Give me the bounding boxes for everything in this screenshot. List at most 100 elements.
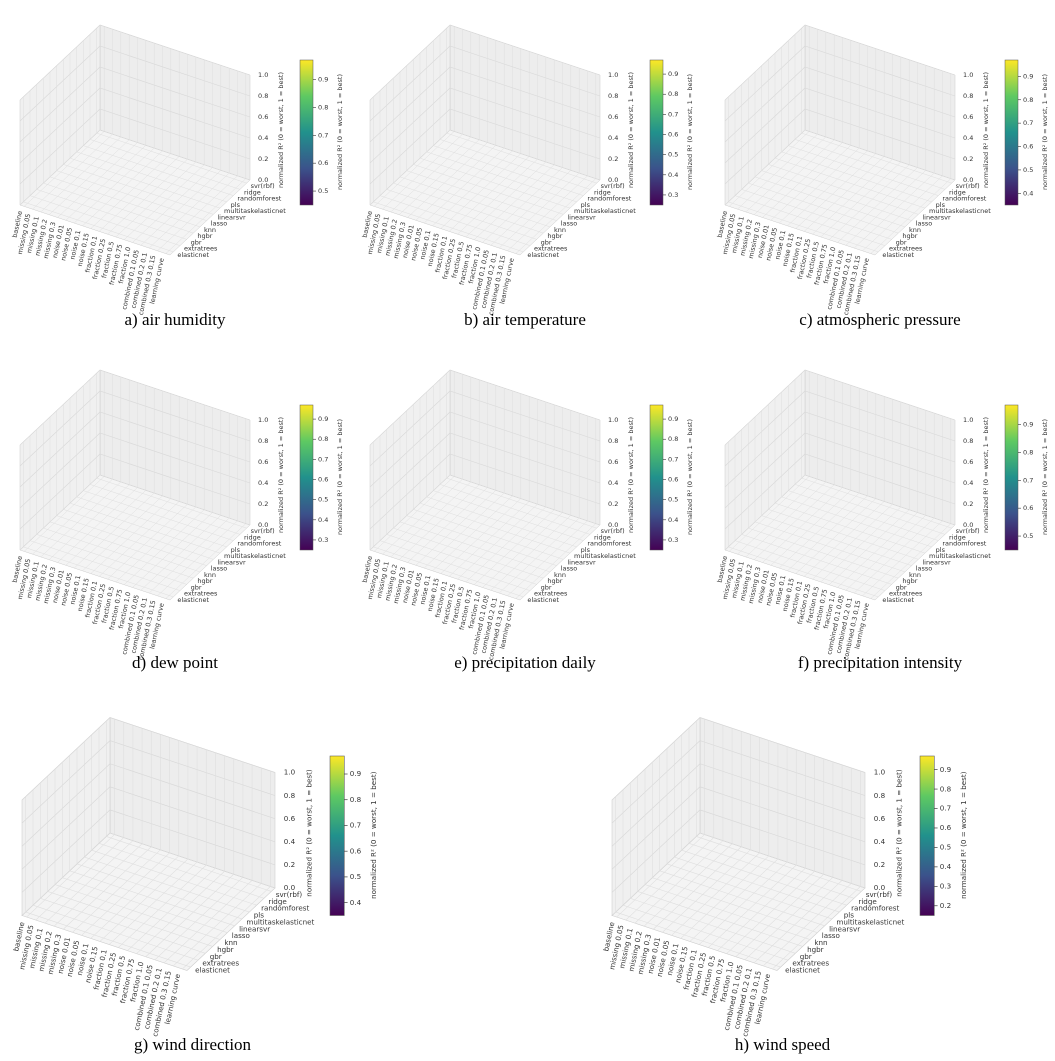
z-tick-label: 0.4 <box>963 134 973 142</box>
colorbar-tick-label: 0.7 <box>668 110 678 118</box>
colorbar-tick-label: 0.4 <box>1023 189 1033 197</box>
colorbar-tick-label: 0.3 <box>940 882 951 891</box>
colorbar-label: normalized R² (0 = worst, 1 = best) <box>369 771 378 899</box>
colorbar-tick-label: 0.5 <box>318 496 328 504</box>
colorbar-label: normalized R² (0 = worst, 1 = best) <box>336 419 344 535</box>
colorbar-tick-label: 0.9 <box>318 76 328 84</box>
z-tick-label: 0.8 <box>963 92 973 100</box>
z-axis-label: normalized R² (0 = worst, 1 = best) <box>627 417 635 533</box>
z-tick-label: 0.6 <box>963 458 973 466</box>
colorbar-tick-label: 0.9 <box>940 765 952 774</box>
z-tick-label: 0.8 <box>608 92 618 100</box>
panel: 0.00.20.40.60.81.0baselinemissing 0.05mi… <box>716 370 1049 661</box>
y-tick-label: svr(rbf) <box>956 182 980 190</box>
colorbar <box>300 405 313 550</box>
colorbar-tick-label: 0.9 <box>1023 72 1033 80</box>
colorbar-tick-label: 0.7 <box>1023 119 1033 127</box>
z-tick-label: 1.0 <box>608 416 618 424</box>
z-tick-label: 1.0 <box>258 416 268 424</box>
colorbar-tick-label: 0.6 <box>1023 504 1033 512</box>
colorbar-tick-label: 0.5 <box>668 151 678 159</box>
z-tick-label: 0.8 <box>963 437 973 445</box>
colorbar-tick-label: 0.3 <box>668 536 678 544</box>
caption: d) dew point <box>132 653 218 672</box>
z-tick-label: 0.6 <box>874 814 886 823</box>
panel: 0.00.20.40.60.81.0baselinemissing 0.05mi… <box>716 25 1049 316</box>
colorbar-tick-label: 0.9 <box>1023 421 1033 429</box>
z-tick-label: 0.2 <box>963 500 973 508</box>
z-tick-label: 1.0 <box>963 416 973 424</box>
z-tick-label: 0.6 <box>284 814 296 823</box>
colorbar-tick-label: 0.4 <box>318 516 328 524</box>
colorbar-tick-label: 0.8 <box>940 784 952 793</box>
caption: a) air humidity <box>124 310 226 329</box>
z-tick-label: 0.4 <box>608 479 618 487</box>
z-axis-label: normalized R² (0 = worst, 1 = best) <box>627 72 635 188</box>
colorbar-tick-label: 0.5 <box>318 187 328 195</box>
colorbar-tick-label: 0.5 <box>1023 532 1033 540</box>
colorbar-label: normalized R² (0 = worst, 1 = best) <box>336 74 344 190</box>
colorbar-tick-label: 0.7 <box>940 804 951 813</box>
colorbar-tick-label: 0.8 <box>1023 448 1033 456</box>
colorbar-label: normalized R² (0 = worst, 1 = best) <box>1041 419 1049 535</box>
colorbar <box>920 756 934 916</box>
z-tick-label: 0.8 <box>874 791 886 800</box>
colorbar <box>330 756 344 916</box>
colorbar-tick-label: 0.5 <box>668 496 678 504</box>
colorbar-tick-label: 0.6 <box>350 846 362 855</box>
colorbar-tick-label: 0.8 <box>318 435 328 443</box>
z-axis-label: normalized R² (0 = worst, 1 = best) <box>982 72 990 188</box>
z-tick-label: 0.6 <box>608 113 618 121</box>
colorbar-tick-label: 0.4 <box>940 862 952 871</box>
z-tick-label: 0.4 <box>258 134 268 142</box>
panel: 0.00.20.40.60.81.0baselinemissing 0.05mi… <box>361 370 694 661</box>
colorbar-tick-label: 0.8 <box>668 435 678 443</box>
y-tick-label: svr(rbf) <box>251 182 275 190</box>
z-tick-label: 1.0 <box>258 71 268 79</box>
z-tick-label: 0.6 <box>608 458 618 466</box>
colorbar-tick-label: 0.8 <box>1023 96 1033 104</box>
y-tick-label: svr(rbf) <box>866 890 893 899</box>
z-tick-label: 0.2 <box>284 860 295 869</box>
colorbar-tick-label: 0.5 <box>1023 166 1033 174</box>
colorbar-tick-label: 0.5 <box>350 872 361 881</box>
colorbar-tick-label: 0.4 <box>668 171 678 179</box>
y-tick-label: svr(rbf) <box>956 527 980 535</box>
colorbar-label: normalized R² (0 = worst, 1 = best) <box>686 74 694 190</box>
colorbar-tick-label: 0.6 <box>1023 143 1033 151</box>
z-tick-label: 1.0 <box>608 71 618 79</box>
panel: 0.00.20.40.60.81.0baselinemissing 0.05mi… <box>11 25 344 316</box>
caption: f) precipitation intensity <box>798 653 963 672</box>
colorbar <box>650 405 663 550</box>
z-tick-label: 0.2 <box>608 500 618 508</box>
caption: h) wind speed <box>735 1035 831 1054</box>
z-tick-label: 0.4 <box>608 134 618 142</box>
z-axis-label: normalized R² (0 = worst, 1 = best) <box>277 72 285 188</box>
z-tick-label: 1.0 <box>963 71 973 79</box>
colorbar-tick-label: 0.4 <box>350 898 362 907</box>
z-tick-label: 0.4 <box>874 837 886 846</box>
z-tick-label: 0.2 <box>258 500 268 508</box>
colorbar-label: normalized R² (0 = worst, 1 = best) <box>686 419 694 535</box>
z-tick-label: 1.0 <box>284 768 296 777</box>
caption: c) atmospheric pressure <box>799 310 960 329</box>
colorbar <box>300 60 313 205</box>
y-tick-label: svr(rbf) <box>276 890 303 899</box>
colorbar-tick-label: 0.9 <box>350 769 362 778</box>
colorbar-tick-label: 0.7 <box>318 131 328 139</box>
y-tick-label: svr(rbf) <box>601 527 625 535</box>
colorbar-tick-label: 0.3 <box>318 536 328 544</box>
figure: 0.00.20.40.60.81.0baselinemissing 0.05mi… <box>0 0 1055 1061</box>
z-tick-label: 0.2 <box>258 155 268 163</box>
z-tick-label: 0.2 <box>963 155 973 163</box>
colorbar-label: normalized R² (0 = worst, 1 = best) <box>1041 74 1049 190</box>
colorbar-tick-label: 0.2 <box>940 901 951 910</box>
colorbar-tick-label: 0.6 <box>668 131 678 139</box>
colorbar-tick-label: 0.9 <box>668 415 678 423</box>
z-tick-label: 1.0 <box>874 768 886 777</box>
caption: g) wind direction <box>134 1035 252 1054</box>
colorbar-tick-label: 0.6 <box>940 823 952 832</box>
